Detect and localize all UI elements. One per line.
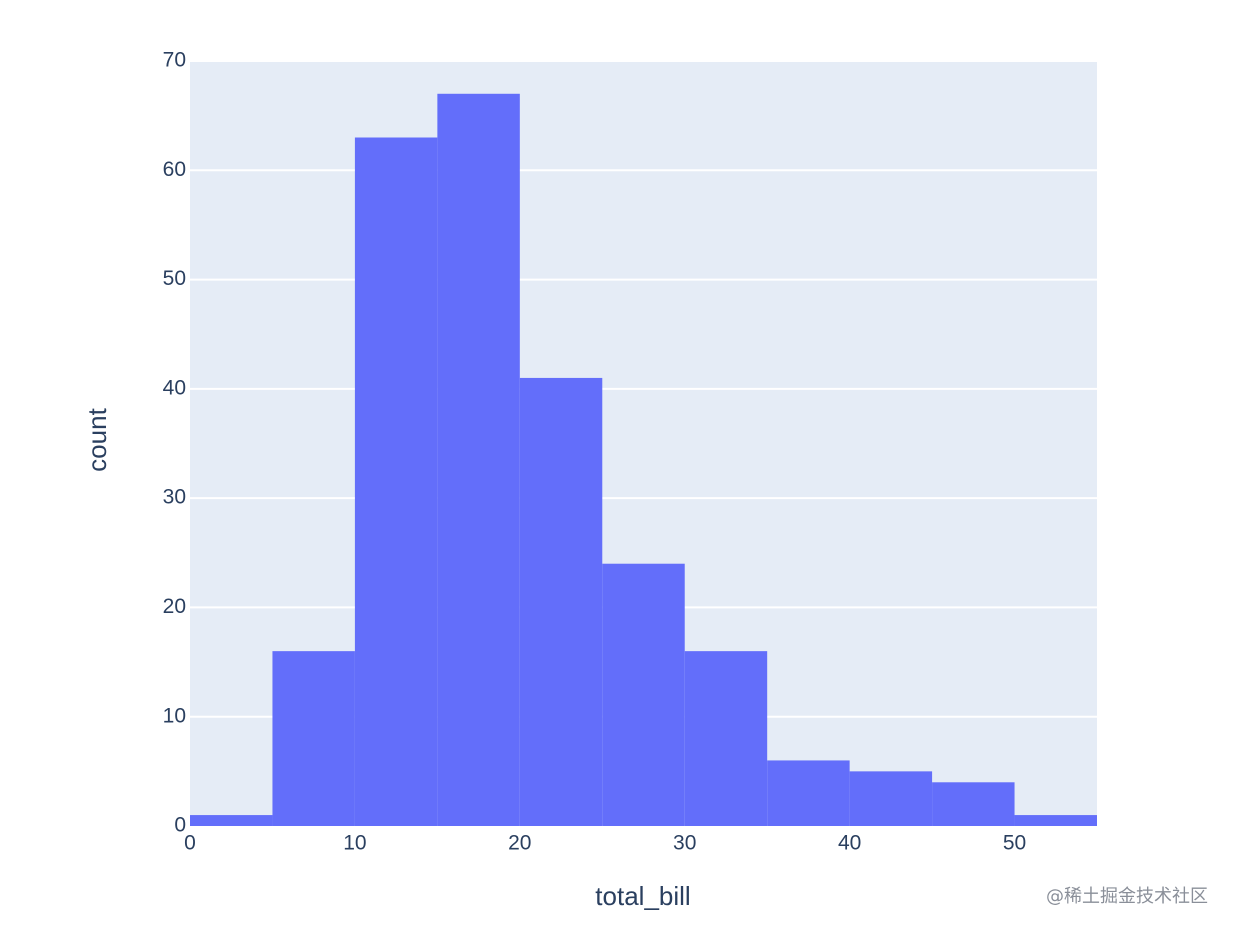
- x-tick-label: 10: [343, 832, 366, 855]
- x-tick-label: 30: [673, 832, 696, 855]
- y-tick-label: 70: [163, 49, 186, 72]
- x-axis-title: total_bill: [595, 881, 690, 911]
- bar: [354, 137, 438, 826]
- y-tick-label: 40: [163, 376, 186, 399]
- bar: [849, 771, 933, 826]
- x-tick-label: 20: [508, 832, 531, 855]
- x-tick-label: 50: [1003, 832, 1026, 855]
- bar: [684, 651, 768, 826]
- bar: [1014, 815, 1097, 826]
- bar: [190, 815, 273, 826]
- y-axis-title: count: [82, 407, 112, 471]
- bar: [767, 760, 850, 826]
- bar: [272, 651, 355, 826]
- bar: [602, 563, 685, 826]
- bar: [519, 377, 603, 826]
- watermark: @稀土掘金技术社区: [1046, 886, 1208, 907]
- y-tick-label: 60: [163, 158, 186, 181]
- x-tick-label: 0: [184, 832, 196, 855]
- y-tick-label: 10: [163, 704, 186, 727]
- bar: [437, 93, 520, 827]
- y-tick-label: 50: [163, 267, 186, 290]
- bars: [190, 93, 1097, 827]
- y-tick-label: 20: [163, 595, 186, 618]
- y-tick-label: 0: [174, 814, 186, 837]
- x-tick-label: 40: [838, 832, 861, 855]
- bar: [932, 782, 1015, 826]
- y-tick-label: 30: [163, 486, 186, 509]
